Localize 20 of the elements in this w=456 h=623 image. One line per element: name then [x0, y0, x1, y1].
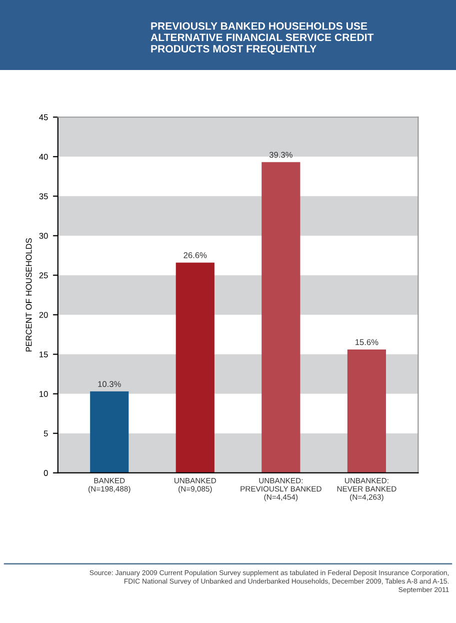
- y-tick-label: 40: [39, 154, 48, 160]
- bar: [176, 262, 214, 473]
- y-tick-label: 10: [40, 391, 48, 397]
- y-tick-label: 5: [44, 430, 48, 436]
- y-tick-label: 45: [39, 114, 48, 120]
- bar: [90, 391, 129, 473]
- y-tick-label: 30: [39, 232, 48, 239]
- data-label: 26.6%: [184, 252, 207, 258]
- bar: [347, 350, 386, 473]
- y-tick-label: 25: [39, 272, 48, 278]
- y-tick-label: 20: [39, 312, 48, 318]
- y-axis-title: PERCENT OF HOUSEHOLDS: [26, 238, 32, 352]
- y-tick-label: 15: [40, 352, 48, 358]
- chart-title: PREVIOUSLY BANKED HOUSEHOLDS USE ALTERNATIVE FINANCIAL SERVICE CREDIT PRODUCTS MOST FREQUENTLY: [150, 22, 374, 54]
- bar: [262, 162, 300, 473]
- data-label: 15.6%: [356, 339, 378, 346]
- y-tick-label: 35: [39, 193, 48, 200]
- data-label: 39.3%: [269, 152, 292, 158]
- y-tick-label: 0: [44, 470, 48, 476]
- data-label: 10.3%: [98, 381, 121, 388]
